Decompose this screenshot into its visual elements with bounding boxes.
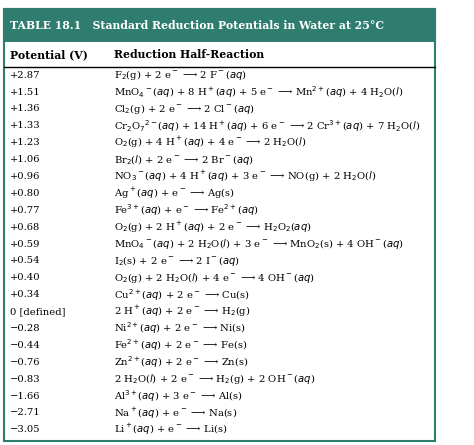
- Text: +1.23: +1.23: [9, 138, 40, 147]
- Text: −1.66: −1.66: [9, 392, 40, 401]
- Text: Li$^+$($aq$) + e$^-$ ⟶ Li(s): Li$^+$($aq$) + e$^-$ ⟶ Li(s): [114, 422, 228, 437]
- Text: Ag$^+$($aq$) + e$^-$ ⟶ Ag(s): Ag$^+$($aq$) + e$^-$ ⟶ Ag(s): [114, 186, 236, 201]
- Text: +0.77: +0.77: [9, 206, 40, 215]
- Text: 2 H$_2$O($l$) + 2 e$^-$ ⟶ H$_2$(g) + 2 OH$^-$($aq$): 2 H$_2$O($l$) + 2 e$^-$ ⟶ H$_2$(g) + 2 O…: [114, 372, 316, 386]
- Text: Zn$^{2+}$($aq$) + 2 e$^-$ ⟶ Zn(s): Zn$^{2+}$($aq$) + 2 e$^-$ ⟶ Zn(s): [114, 354, 249, 370]
- Text: −0.83: −0.83: [9, 375, 40, 384]
- Text: +0.68: +0.68: [9, 222, 40, 232]
- Text: Cr$_2$O$_7$$^{2-}$($aq$) + 14 H$^+$($aq$) + 6 e$^-$ ⟶ 2 Cr$^{3+}$($aq$) + 7 H$_2: Cr$_2$O$_7$$^{2-}$($aq$) + 14 H$^+$($aq$…: [114, 118, 420, 134]
- Text: Cl$_2$(g) + 2 e$^-$ ⟶ 2 Cl$^-$($aq$): Cl$_2$(g) + 2 e$^-$ ⟶ 2 Cl$^-$($aq$): [114, 102, 255, 116]
- Text: −0.44: −0.44: [9, 341, 41, 350]
- Text: MnO$_4$$^-$($aq$) + 8 H$^+$($aq$) + 5 e$^-$ ⟶ Mn$^{2+}$($aq$) + 4 H$_2$O($l$): MnO$_4$$^-$($aq$) + 8 H$^+$($aq$) + 5 e$…: [114, 84, 404, 100]
- Text: Fe$^{2+}$($aq$) + 2 e$^-$ ⟶ Fe(s): Fe$^{2+}$($aq$) + 2 e$^-$ ⟶ Fe(s): [114, 337, 248, 353]
- Text: +0.80: +0.80: [9, 189, 40, 198]
- Text: F$_2$(g) + 2 e$^-$ ⟶ 2 F$^-$($aq$): F$_2$(g) + 2 e$^-$ ⟶ 2 F$^-$($aq$): [114, 68, 247, 82]
- Text: +1.36: +1.36: [9, 105, 40, 113]
- Text: Fe$^{3+}$($aq$) + e$^-$ ⟶ Fe$^{2+}$($aq$): Fe$^{3+}$($aq$) + e$^-$ ⟶ Fe$^{2+}$($aq$…: [114, 202, 259, 218]
- Text: +1.33: +1.33: [9, 121, 40, 130]
- Text: Ni$^{2+}$($aq$) + 2 e$^-$ ⟶ Ni(s): Ni$^{2+}$($aq$) + 2 e$^-$ ⟶ Ni(s): [114, 321, 246, 336]
- Text: 0 [defined]: 0 [defined]: [9, 307, 65, 316]
- Text: I$_2$(s) + 2 e$^-$ ⟶ 2 I$^-$($aq$): I$_2$(s) + 2 e$^-$ ⟶ 2 I$^-$($aq$): [114, 254, 240, 268]
- Text: Reduction Half-Reaction: Reduction Half-Reaction: [114, 49, 264, 60]
- Text: O$_2$(g) + 2 H$_2$O($l$) + 4 e$^-$ ⟶ 4 OH$^-$($aq$): O$_2$(g) + 2 H$_2$O($l$) + 4 e$^-$ ⟶ 4 O…: [114, 271, 315, 285]
- Text: Al$^{3+}$($aq$) + 3 e$^-$ ⟶ Al(s): Al$^{3+}$($aq$) + 3 e$^-$ ⟶ Al(s): [114, 388, 243, 404]
- Text: NO$_3$$^-$($aq$) + 4 H$^+$($aq$) + 3 e$^-$ ⟶ NO(g) + 2 H$_2$O($l$): NO$_3$$^-$($aq$) + 4 H$^+$($aq$) + 3 e$^…: [114, 169, 377, 184]
- Text: Potential (V): Potential (V): [9, 49, 88, 60]
- Text: TABLE 18.1   Standard Reduction Potentials in Water at 25°C: TABLE 18.1 Standard Reduction Potentials…: [9, 20, 384, 31]
- Text: +1.51: +1.51: [9, 88, 40, 97]
- Text: −3.05: −3.05: [9, 425, 40, 434]
- Text: −0.76: −0.76: [9, 358, 40, 367]
- Text: +0.34: +0.34: [9, 290, 40, 299]
- Text: Cu$^{2+}$($aq$) + 2 e$^-$ ⟶ Cu(s): Cu$^{2+}$($aq$) + 2 e$^-$ ⟶ Cu(s): [114, 287, 250, 303]
- Text: +1.06: +1.06: [9, 155, 40, 164]
- Text: +0.40: +0.40: [9, 273, 40, 283]
- Text: +0.54: +0.54: [9, 256, 40, 266]
- Text: MnO$_4$$^-$($aq$) + 2 H$_2$O($l$) + 3 e$^-$ ⟶ MnO$_2$(s) + 4 OH$^-$($aq$): MnO$_4$$^-$($aq$) + 2 H$_2$O($l$) + 3 e$…: [114, 237, 404, 251]
- Text: −0.28: −0.28: [9, 324, 40, 333]
- Text: 2 H$^+$($aq$) + 2 e$^-$ ⟶ H$_2$(g): 2 H$^+$($aq$) + 2 e$^-$ ⟶ H$_2$(g): [114, 304, 251, 319]
- Text: +2.87: +2.87: [9, 71, 40, 80]
- Text: Br$_2$($l$) + 2 e$^-$ ⟶ 2 Br$^-$($aq$): Br$_2$($l$) + 2 e$^-$ ⟶ 2 Br$^-$($aq$): [114, 153, 254, 166]
- FancyBboxPatch shape: [4, 42, 435, 67]
- Text: O$_2$(g) + 4 H$^+$($aq$) + 4 e$^-$ ⟶ 2 H$_2$O($l$): O$_2$(g) + 4 H$^+$($aq$) + 4 e$^-$ ⟶ 2 H…: [114, 135, 307, 150]
- Text: −2.71: −2.71: [9, 409, 40, 417]
- FancyBboxPatch shape: [4, 9, 435, 42]
- Text: O$_2$(g) + 2 H$^+$($aq$) + 2 e$^-$ ⟶ H$_2$O$_2$($aq$): O$_2$(g) + 2 H$^+$($aq$) + 2 e$^-$ ⟶ H$_…: [114, 220, 312, 235]
- Text: +0.59: +0.59: [9, 239, 40, 249]
- Text: +0.96: +0.96: [9, 172, 40, 181]
- Text: Na$^+$($aq$) + e$^-$ ⟶ Na(s): Na$^+$($aq$) + e$^-$ ⟶ Na(s): [114, 405, 237, 421]
